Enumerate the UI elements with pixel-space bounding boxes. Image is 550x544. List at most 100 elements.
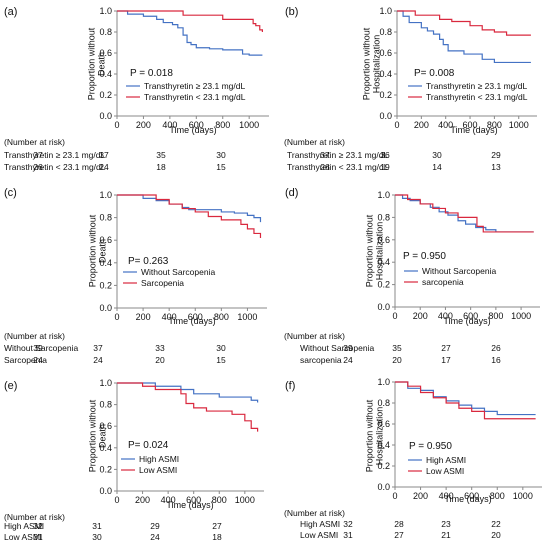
x-axis-title: Time (days): [168, 316, 215, 326]
y-axis-title-line: Death: [98, 239, 108, 263]
risk-count: 24: [343, 355, 353, 365]
panel-label: (f): [285, 380, 295, 392]
x-tick-label: 800: [212, 495, 227, 505]
risk-count: 19: [380, 162, 390, 172]
y-axis-title-line: Proportion without: [87, 399, 97, 472]
risk-count: 30: [432, 150, 442, 160]
risk-count: 20: [155, 355, 165, 365]
risk-count: 13: [491, 162, 501, 172]
risk-count: 27: [394, 530, 404, 540]
x-tick-label: 600: [186, 495, 201, 505]
y-axis-title: Proportion withoutHospitalization: [361, 27, 381, 100]
risk-count: 33: [155, 343, 165, 353]
risk-row-label: Transthyretin < 23.1 mg/dL: [4, 162, 106, 172]
y-axis-title-line: Hospitalization: [375, 222, 385, 281]
risk-count: 26: [33, 162, 43, 172]
km-panel-d: (d) 0.0 0.2 0.4 0.6 0.8 1.0 0 200 400 600 800 1000 Ti…: [284, 187, 540, 365]
risk-count: 18: [212, 532, 222, 542]
y-tick-label: 0.4: [99, 258, 112, 268]
x-tick-label: 400: [438, 311, 453, 321]
y-tick-label: 1.0: [99, 378, 112, 388]
x-tick-label: 0: [392, 491, 397, 501]
y-tick-label: 0.8: [99, 213, 112, 223]
risk-row-label: sarcopenia: [300, 355, 342, 365]
risk-count: 28: [394, 519, 404, 529]
risk-count: 37: [99, 150, 109, 160]
risk-count: 18: [156, 162, 166, 172]
panel-label: (c): [4, 187, 17, 199]
risk-count: 20: [491, 530, 501, 540]
x-tick-label: 0: [394, 120, 399, 130]
y-tick-label: 0.0: [377, 302, 390, 312]
survival-curve-blue: [117, 10, 263, 56]
risk-count: 39: [33, 343, 43, 353]
x-tick-label: 1000: [511, 311, 531, 321]
y-tick-label: 0.4: [377, 257, 390, 267]
km-panel-c: (c) 0.0 0.2 0.4 0.6 0.8 1.0 0 200 400 600 800 1000 Ti…: [4, 187, 267, 365]
y-tick-label: 1.0: [379, 6, 392, 16]
x-tick-label: 1000: [235, 495, 255, 505]
y-axis-title-line: Proportion without: [364, 214, 374, 287]
risk-table-header: (Number at risk): [4, 512, 65, 522]
risk-count: 37: [93, 343, 103, 353]
survival-curve-red: [117, 194, 262, 238]
risk-count: 15: [216, 162, 226, 172]
risk-count: 31: [92, 521, 102, 531]
risk-count: 39: [343, 343, 353, 353]
y-tick-label: 0.8: [377, 212, 390, 222]
risk-row-label: Low ASMI: [300, 530, 338, 540]
risk-count: 30: [92, 532, 102, 542]
y-axis-title-line: Proportion without: [361, 27, 371, 100]
risk-count: 37: [320, 150, 330, 160]
legend-entry: Low ASMI: [139, 465, 177, 475]
y-axis-title-line: Proportion without: [86, 27, 96, 100]
y-tick-label: 0.2: [99, 464, 112, 474]
y-axis-title-line: Proportion without: [364, 399, 374, 472]
y-tick-label: 0.6: [99, 235, 112, 245]
km-panel-f: (f) 0.0 0.2 0.4 0.6 0.8 1.0 0 200 400 600 800 1000 Ti…: [284, 377, 542, 540]
risk-row-label: High ASMI: [300, 519, 340, 529]
risk-count: 22: [491, 519, 501, 529]
y-tick-label: 0.2: [99, 280, 112, 290]
x-tick-label: 0: [114, 495, 119, 505]
risk-table-header: (Number at risk): [4, 137, 65, 147]
y-tick-label: 0.6: [99, 48, 112, 58]
x-tick-label: 0: [392, 311, 397, 321]
x-tick-label: 1000: [509, 120, 529, 130]
y-axis-title-line: Proportion without: [87, 214, 97, 287]
risk-count: 37: [33, 150, 43, 160]
risk-count: 16: [491, 355, 501, 365]
x-tick-label: 400: [161, 495, 176, 505]
p-value-label: P= 0.024: [128, 440, 169, 451]
x-axis-title: Time (days): [169, 125, 216, 135]
risk-count: 29: [150, 521, 160, 531]
survival-curve-blue: [395, 381, 536, 416]
risk-count: 24: [33, 355, 43, 365]
x-axis-title: Time (days): [444, 494, 491, 504]
y-tick-label: 0.2: [377, 280, 390, 290]
risk-count: 32: [343, 519, 353, 529]
km-panel-a: (a) 0.0 0.2 0.4 0.6 0.8 1.0 0 200 400 600 800 1000 Ti…: [4, 6, 269, 172]
y-tick-label: 0.2: [377, 461, 390, 471]
survival-curve-blue: [397, 10, 531, 64]
y-tick-label: 1.0: [377, 190, 390, 200]
risk-count: 36: [380, 150, 390, 160]
survival-curve-red: [395, 381, 536, 420]
y-tick-label: 1.0: [99, 190, 112, 200]
legend-entry: Low ASMI: [426, 466, 464, 476]
risk-count: 30: [216, 150, 226, 160]
y-tick-label: 0.2: [379, 90, 392, 100]
x-tick-label: 400: [438, 120, 453, 130]
survival-curve-red: [397, 10, 531, 36]
y-tick-label: 0.4: [99, 69, 112, 79]
x-axis-title: Time (days): [450, 125, 497, 135]
y-tick-label: 0.6: [379, 48, 392, 58]
p-value-label: P= 0.008: [414, 68, 455, 79]
y-tick-label: 0.4: [379, 69, 392, 79]
legend-entry: Transthyretin ≥ 23.1 mg/dL: [426, 81, 527, 91]
y-tick-label: 0.2: [99, 90, 112, 100]
y-tick-label: 0.0: [99, 111, 112, 121]
x-tick-label: 600: [189, 120, 204, 130]
x-tick-label: 600: [188, 312, 203, 322]
